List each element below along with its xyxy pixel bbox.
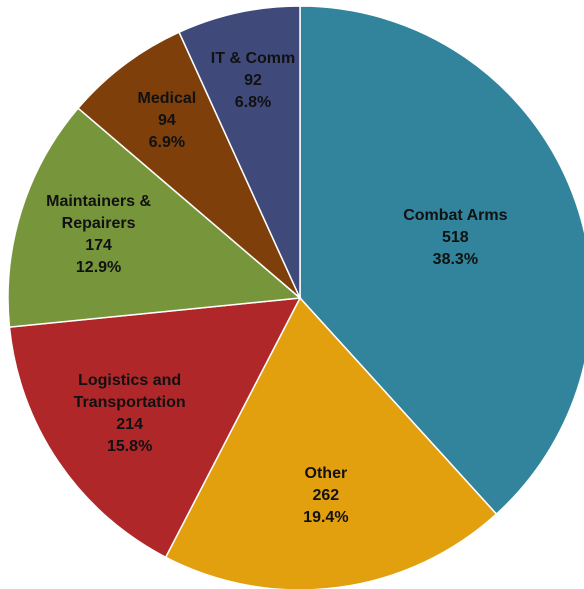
pie-slice [77,31,301,299]
slice-value: 174 [85,236,112,254]
slice-percent: 12.9% [75,258,122,276]
slice-value: 94 [157,112,176,130]
data-label: Other 262 19.4% [251,463,401,529]
pie-slice [178,5,301,299]
slice-percent: 6.8% [234,94,272,112]
slice-name: IT & Comm [210,50,296,68]
data-label: Medical 94 6.9% [102,88,232,154]
pie-slice [7,107,302,328]
slice-percent: 15.8% [106,437,153,455]
slice-percent: 38.3% [432,250,479,268]
slice-value: 92 [244,72,262,90]
slice-percent: 19.4% [303,509,349,526]
slice-name: Other [304,465,348,482]
slice-value: 262 [312,487,340,504]
data-label: Combat Arms 518 38.3% [380,205,530,271]
data-label: IT & Comm 92 6.8% [188,48,318,114]
slice-percent: 6.9% [148,134,186,152]
pie-slice [8,297,302,559]
data-label: Maintainers & Repairers 174 12.9% [34,191,164,279]
slice-value: 214 [116,415,143,433]
slice-value: 518 [442,228,469,246]
slice-name: Logistics and Transportation [73,371,186,411]
pie-slice [299,5,584,516]
slice-name: Combat Arms [403,206,508,224]
slice-name: Medical [137,90,197,108]
slice-name: Maintainers & Repairers [46,192,152,232]
data-label: Logistics and Transportation 214 15.8% [55,370,205,458]
pie-slice [164,296,498,589]
